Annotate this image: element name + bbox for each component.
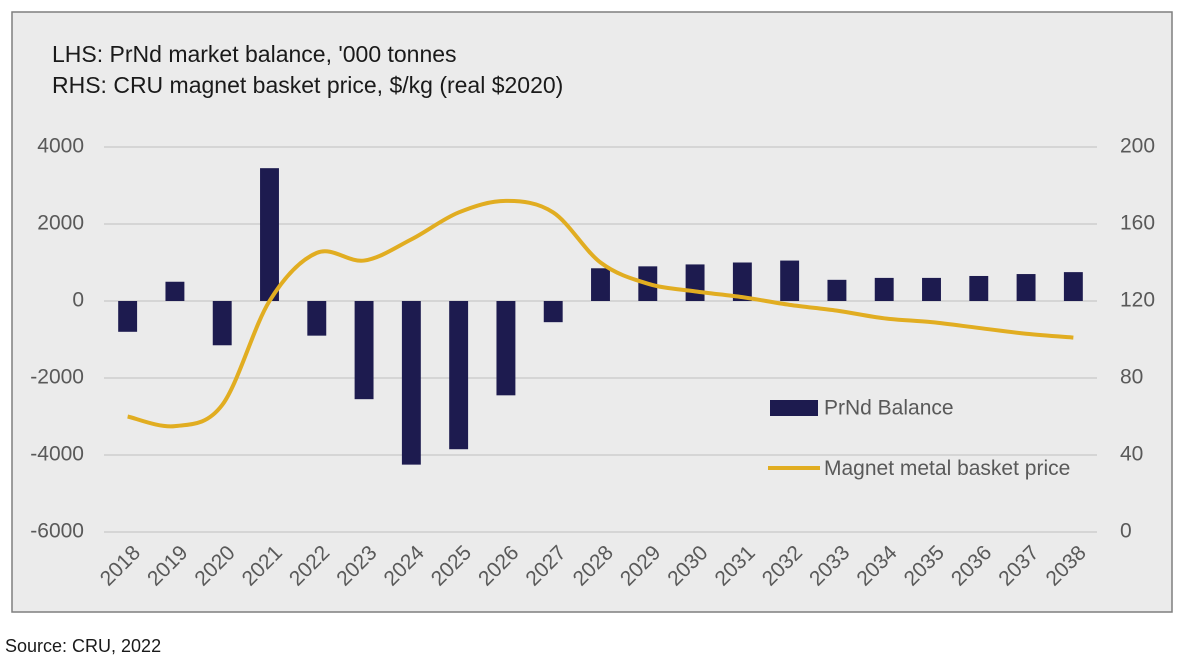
bar	[401, 301, 421, 465]
bar	[969, 275, 989, 301]
chart-title: RHS: CRU magnet basket price, $/kg (real…	[52, 72, 563, 98]
bar	[543, 301, 563, 323]
bar	[260, 168, 279, 301]
bar	[922, 277, 941, 301]
legend-label: PrNd Balance	[824, 397, 954, 420]
bar	[874, 277, 894, 301]
y-tick-label: 0	[72, 289, 84, 312]
y2-tick-label: 160	[1120, 212, 1155, 235]
bar	[307, 301, 327, 336]
bar	[165, 281, 185, 301]
y-tick-label: 4000	[37, 135, 84, 158]
bar	[591, 268, 610, 301]
bar	[449, 301, 469, 450]
y2-tick-label: 120	[1120, 289, 1155, 312]
source-note: Source: CRU, 2022	[5, 636, 162, 656]
bar	[212, 301, 232, 346]
chart-title: LHS: PrNd market balance, '000 tonnes	[52, 41, 457, 67]
bar	[732, 262, 752, 301]
bar	[1063, 272, 1083, 301]
bar	[685, 264, 705, 301]
bar	[1016, 274, 1036, 301]
line	[127, 198, 1074, 429]
y2-tick-label: 200	[1120, 135, 1155, 158]
chart-frame	[11, 11, 1173, 613]
legend-label: Magnet metal basket price	[824, 457, 1071, 480]
y-tick-label: -2000	[30, 366, 84, 389]
y2-tick-label: 40	[1120, 443, 1143, 466]
bar	[780, 260, 800, 301]
bar	[354, 301, 374, 400]
y-tick-label: -6000	[30, 520, 84, 543]
bar	[827, 279, 847, 301]
y-tick-label: 2000	[37, 212, 84, 235]
y2-tick-label: 0	[1120, 520, 1132, 543]
bar	[118, 301, 138, 332]
bar	[496, 301, 516, 396]
y2-tick-label: 80	[1120, 366, 1143, 389]
legend-swatch	[770, 400, 818, 416]
y-tick-label: -4000	[30, 443, 84, 466]
